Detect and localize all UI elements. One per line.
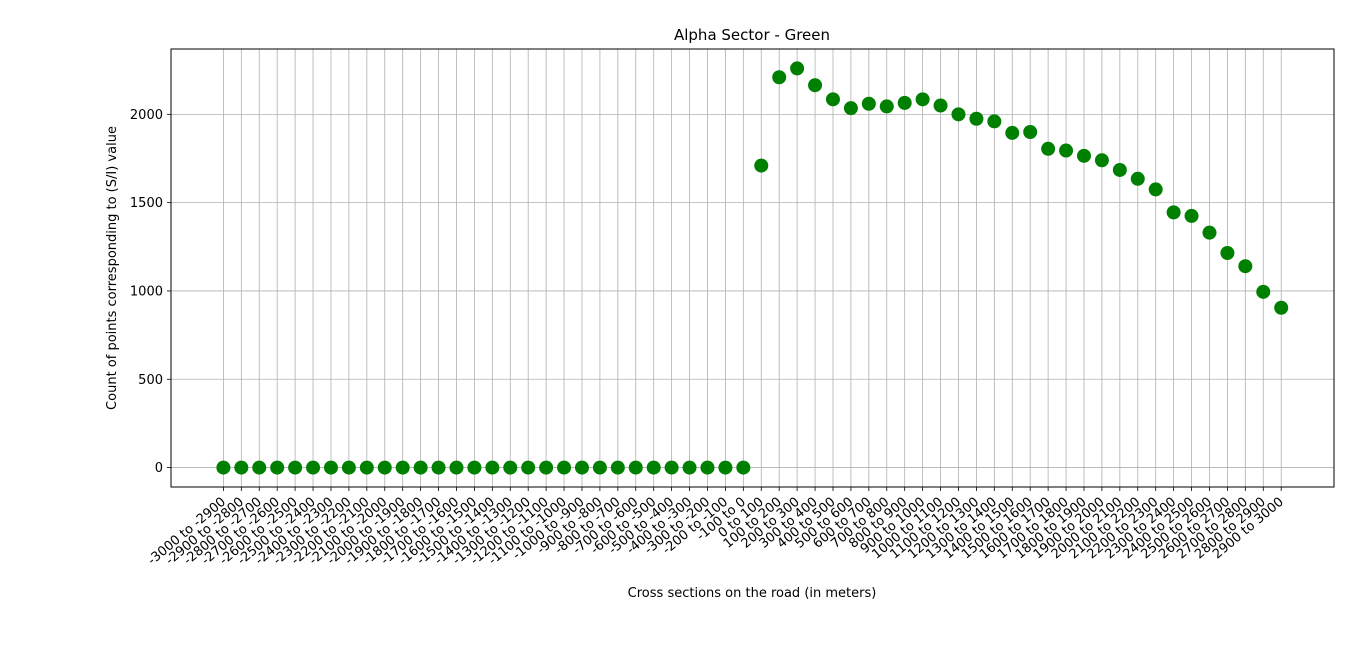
data-point <box>557 460 572 475</box>
y-axis-label: Count of points corresponding to (S/I) v… <box>105 126 120 410</box>
data-point <box>252 460 267 475</box>
y-tick-label: 0 <box>155 461 163 476</box>
y-tick-label: 1500 <box>130 196 163 211</box>
x-axis: -3000 to -2900-2900 to -2800-2800 to -27… <box>145 487 1287 568</box>
data-point <box>306 460 321 475</box>
data-point <box>467 460 482 475</box>
chart-title: Alpha Sector - Green <box>674 26 830 44</box>
data-point <box>933 98 948 113</box>
data-point <box>628 460 643 475</box>
data-point <box>521 460 536 475</box>
data-point <box>288 460 303 475</box>
data-point <box>323 460 338 475</box>
data-point <box>879 99 894 114</box>
data-point <box>736 460 751 475</box>
data-point <box>1005 125 1020 140</box>
data-point <box>485 460 500 475</box>
data-point <box>808 78 823 93</box>
data-point <box>790 61 805 76</box>
data-point <box>1023 125 1038 140</box>
plot-background <box>171 49 1334 487</box>
data-point <box>1256 284 1271 299</box>
data-point <box>915 92 930 107</box>
data-point <box>1041 141 1056 156</box>
data-point <box>270 460 285 475</box>
data-point <box>843 101 858 116</box>
data-point <box>754 158 769 173</box>
data-point <box>664 460 679 475</box>
data-point <box>592 460 607 475</box>
data-point <box>1238 259 1253 274</box>
plot-frame <box>170 48 1335 488</box>
data-point <box>897 95 912 110</box>
data-point <box>1130 171 1145 186</box>
data-point <box>1112 162 1127 177</box>
data-point <box>861 96 876 111</box>
data-point <box>449 460 464 475</box>
data-point <box>1202 225 1217 240</box>
data-point <box>431 460 446 475</box>
data-point <box>772 70 787 85</box>
data-point <box>216 460 231 475</box>
data-point <box>234 460 249 475</box>
data-point <box>646 460 661 475</box>
data-point <box>1166 205 1181 220</box>
points-layer <box>216 61 1289 475</box>
y-axis: 0 500 1000 1500 2000 <box>130 108 171 476</box>
data-point <box>610 460 625 475</box>
y-tick-label: 2000 <box>130 108 163 123</box>
data-point <box>1184 208 1199 223</box>
data-point <box>413 460 428 475</box>
data-point <box>682 460 697 475</box>
x-axis-label: Cross sections on the road (in meters) <box>628 586 877 601</box>
data-point <box>574 460 589 475</box>
data-point <box>1274 300 1289 315</box>
data-point <box>700 460 715 475</box>
y-tick-label: 500 <box>138 373 163 388</box>
data-point <box>1076 148 1091 163</box>
data-point <box>359 460 374 475</box>
data-point <box>969 111 984 126</box>
data-point <box>951 107 966 122</box>
data-point <box>1059 143 1074 158</box>
y-tick-label: 1000 <box>130 284 163 299</box>
data-point <box>825 92 840 107</box>
data-point <box>341 460 356 475</box>
data-point <box>1220 245 1235 260</box>
data-point <box>987 114 1002 129</box>
grid-layer <box>171 49 1334 487</box>
data-point <box>1148 182 1163 197</box>
data-point <box>377 460 392 475</box>
data-point <box>718 460 733 475</box>
data-point <box>1094 153 1109 168</box>
data-point <box>539 460 554 475</box>
data-point <box>395 460 410 475</box>
data-point <box>503 460 518 475</box>
